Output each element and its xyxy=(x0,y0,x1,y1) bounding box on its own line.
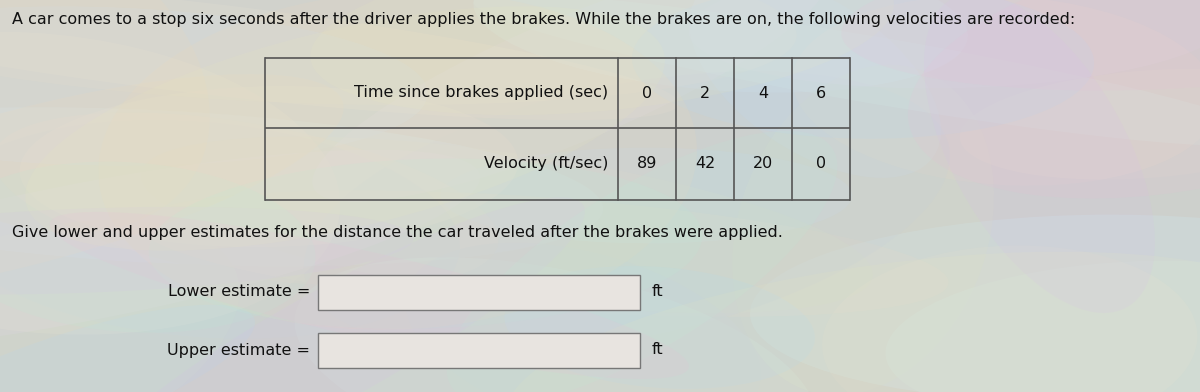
Ellipse shape xyxy=(98,0,697,330)
Ellipse shape xyxy=(908,0,1200,198)
Ellipse shape xyxy=(0,305,254,392)
Text: 6: 6 xyxy=(816,85,826,100)
Ellipse shape xyxy=(440,148,852,243)
Ellipse shape xyxy=(0,0,210,233)
Text: 2: 2 xyxy=(700,85,710,100)
Ellipse shape xyxy=(80,197,584,392)
Ellipse shape xyxy=(505,252,1200,392)
Ellipse shape xyxy=(473,0,1200,146)
Text: Upper estimate =: Upper estimate = xyxy=(167,343,310,358)
Ellipse shape xyxy=(886,261,1200,392)
Ellipse shape xyxy=(0,74,343,299)
Ellipse shape xyxy=(49,212,689,379)
FancyBboxPatch shape xyxy=(318,275,640,310)
Ellipse shape xyxy=(689,0,1200,88)
Ellipse shape xyxy=(304,71,950,352)
Ellipse shape xyxy=(732,65,994,392)
Ellipse shape xyxy=(0,0,797,105)
Ellipse shape xyxy=(446,131,838,392)
Ellipse shape xyxy=(504,266,815,389)
Ellipse shape xyxy=(142,137,872,313)
Text: Velocity (ft/sec): Velocity (ft/sec) xyxy=(484,156,608,172)
Ellipse shape xyxy=(0,0,679,120)
Ellipse shape xyxy=(294,257,817,392)
Ellipse shape xyxy=(689,0,941,178)
Ellipse shape xyxy=(138,191,949,317)
Ellipse shape xyxy=(0,220,240,392)
Ellipse shape xyxy=(0,120,460,339)
Text: Give lower and upper estimates for the distance the car traveled after the brake: Give lower and upper estimates for the d… xyxy=(12,225,782,240)
Text: 0: 0 xyxy=(816,156,826,172)
Text: 42: 42 xyxy=(695,156,715,172)
Ellipse shape xyxy=(0,7,428,166)
Ellipse shape xyxy=(0,32,341,335)
Text: Time since brakes applied (sec): Time since brakes applied (sec) xyxy=(354,85,608,100)
Ellipse shape xyxy=(822,245,1198,392)
Ellipse shape xyxy=(793,0,1200,186)
Text: ft: ft xyxy=(652,343,664,358)
Ellipse shape xyxy=(312,0,829,202)
Ellipse shape xyxy=(19,86,518,247)
FancyBboxPatch shape xyxy=(318,333,640,368)
Text: 0: 0 xyxy=(642,85,652,100)
Text: ft: ft xyxy=(652,285,664,299)
Text: Lower estimate =: Lower estimate = xyxy=(168,285,310,299)
Ellipse shape xyxy=(149,158,702,329)
Ellipse shape xyxy=(311,0,894,115)
Text: A car comes to a stop six seconds after the driver applies the brakes. While the: A car comes to a stop six seconds after … xyxy=(12,12,1075,27)
Ellipse shape xyxy=(632,0,1094,139)
Text: 89: 89 xyxy=(637,156,658,172)
Text: 20: 20 xyxy=(752,156,773,172)
Ellipse shape xyxy=(0,113,498,287)
Ellipse shape xyxy=(924,0,1154,313)
Ellipse shape xyxy=(0,162,316,333)
Ellipse shape xyxy=(960,69,1200,180)
Ellipse shape xyxy=(406,243,761,392)
Ellipse shape xyxy=(841,0,1200,91)
Ellipse shape xyxy=(25,6,665,250)
Ellipse shape xyxy=(0,150,480,354)
Text: 4: 4 xyxy=(758,85,768,100)
Ellipse shape xyxy=(0,207,414,294)
Ellipse shape xyxy=(473,0,968,93)
Ellipse shape xyxy=(750,214,1200,392)
Ellipse shape xyxy=(0,107,604,266)
